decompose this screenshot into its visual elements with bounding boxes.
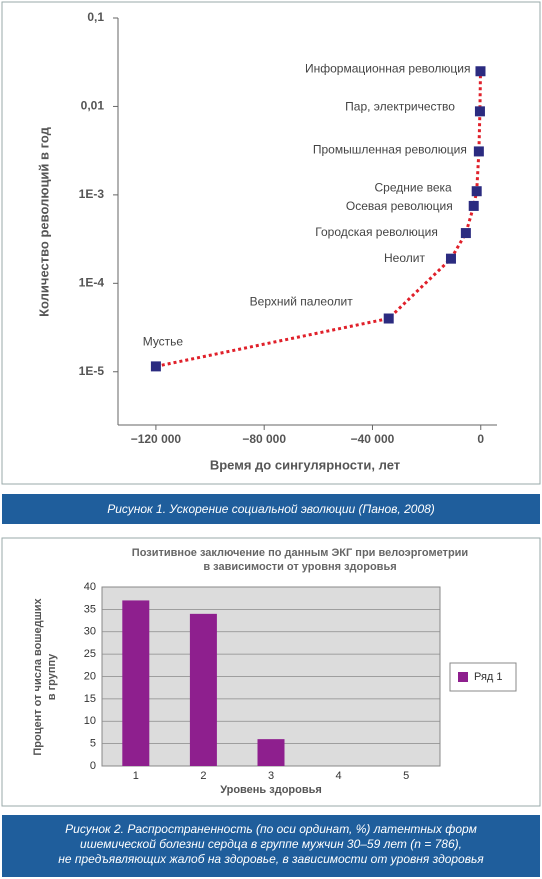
point <box>445 253 456 264</box>
y-axis-title: Количество революций в год <box>36 126 51 317</box>
y-tick-label: 1E-3 <box>79 187 105 201</box>
x-tick-label: −40 000 <box>351 432 395 446</box>
caption1-box <box>2 494 540 524</box>
x-tick-label: 1 <box>133 770 139 782</box>
y-tick-label: 40 <box>84 581 96 593</box>
point-label: Пар, электричество <box>345 100 455 114</box>
point-label: Средние века <box>374 180 452 194</box>
point <box>468 200 479 211</box>
caption2-box <box>2 815 540 877</box>
x-tick-label: 2 <box>200 770 206 782</box>
point <box>473 146 484 157</box>
trend-line <box>155 71 482 368</box>
legend-label: Ряд 1 <box>474 671 503 683</box>
y-tick-label: 5 <box>90 738 96 750</box>
bar <box>189 613 217 766</box>
x-tick-label: 0 <box>477 432 484 446</box>
point-label: Городская революция <box>315 225 438 239</box>
legend-swatch <box>458 672 468 682</box>
y-tick-label: 15 <box>84 693 96 705</box>
caption: ишемической болезни сердца в группе мужч… <box>80 837 462 851</box>
y-tick-label: 20 <box>84 670 96 682</box>
x-tick-label: 3 <box>268 770 274 782</box>
y-tick-label: 25 <box>84 648 96 660</box>
point <box>150 361 161 372</box>
x-tick-label: −80 000 <box>242 432 286 446</box>
y-tick-label: 0 <box>90 760 96 772</box>
y-tick-label: 0,01 <box>81 99 105 113</box>
caption: Рисунок 1. Ускорение социальной эволюции… <box>107 502 435 516</box>
point <box>475 66 486 77</box>
bar <box>257 739 285 766</box>
point-label: Информационная революция <box>305 61 470 75</box>
x-axis-title: Уровень здоровья <box>220 784 322 796</box>
caption: Рисунок 2. Распространенность (по оси ор… <box>65 822 477 836</box>
point-label: Мустье <box>143 335 184 349</box>
point-label: Осевая революция <box>346 199 453 213</box>
y-axis-title: Процент от числа вошедших <box>32 597 44 755</box>
point <box>471 186 482 197</box>
caption: не предъявляющих жалоб на здоровье, в за… <box>58 852 484 866</box>
chart-title: в зависимости от уровня здоровья <box>203 561 396 573</box>
chart-title: Позитивное заключение по данным ЭКГ при … <box>132 547 468 559</box>
y-tick-label: 0,1 <box>87 10 104 24</box>
point <box>460 228 471 239</box>
y-axis-title: в группу <box>46 653 58 700</box>
point-label: Неолит <box>384 251 425 265</box>
point-label: Промышленная революция <box>313 143 467 157</box>
y-tick-label: 30 <box>84 626 96 638</box>
point <box>474 106 485 117</box>
y-tick-label: 10 <box>84 715 96 727</box>
y-tick-label: 1E-5 <box>79 364 105 378</box>
point-label: Верхний палеолит <box>250 295 354 309</box>
point <box>383 313 394 324</box>
x-axis-title: Время до сингулярности, лет <box>210 457 400 472</box>
bar <box>122 600 150 766</box>
figure1-frame <box>1 1 541 485</box>
x-tick-label: −120 000 <box>131 432 182 446</box>
y-tick-label: 1E-4 <box>79 275 105 289</box>
x-tick-label: 4 <box>336 770 342 782</box>
y-tick-label: 35 <box>84 603 96 615</box>
x-tick-label: 5 <box>403 770 409 782</box>
